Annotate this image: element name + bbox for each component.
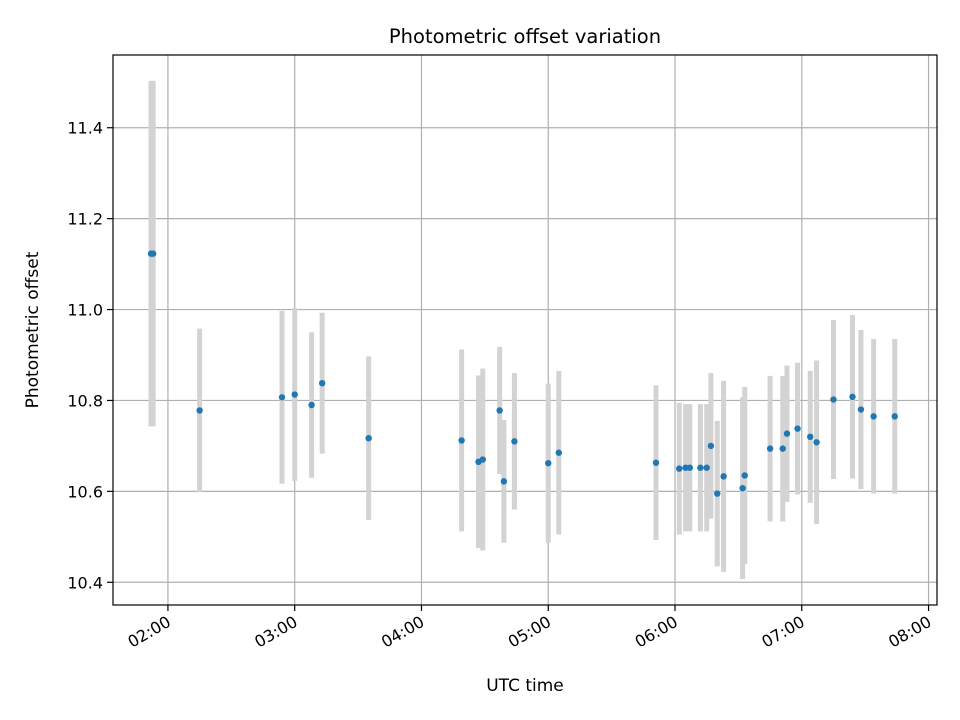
data-points [147,250,898,497]
data-point [555,449,563,456]
data-point [458,437,465,444]
data-point [697,464,704,471]
data-point [783,430,791,437]
y-tick-label: 10.4 [67,573,103,592]
data-point [545,459,552,467]
y-tick-label: 10.8 [67,391,103,410]
data-point [479,456,486,463]
chart-title: Photometric offset variation [389,25,661,48]
data-point [511,438,518,445]
data-point [794,425,801,432]
data-point [149,250,157,257]
data-point [807,433,814,441]
data-point [849,393,856,401]
data-point [857,406,865,413]
data-point [766,445,774,452]
y-axis-ticks: 10.4 10.6 10.8 11.0 11.2 11.4 [67,119,113,592]
data-point [813,439,820,446]
y-tick-label: 10.6 [67,482,103,501]
data-point [652,459,660,466]
y-tick-label: 11.4 [67,119,103,138]
data-point [308,401,315,409]
data-point [703,464,710,471]
data-point [707,442,715,450]
data-point [291,391,298,398]
data-point [870,413,877,420]
y-tick-label: 11.0 [67,301,103,320]
data-point [278,394,286,401]
x-axis-title: UTC time [486,676,564,696]
y-tick-label: 11.2 [67,210,103,229]
data-point [714,490,721,497]
data-point [720,473,727,480]
data-point [496,407,503,414]
data-point [830,396,837,403]
data-point [891,413,898,420]
data-point [318,379,326,387]
data-point [500,478,508,485]
data-point [739,484,746,492]
y-axis-title: Photometric offset [23,251,43,408]
data-point [779,445,786,452]
data-point [741,472,748,479]
data-point [676,465,683,472]
data-point [365,434,372,442]
plot-frame [112,54,938,606]
data-point [196,407,203,414]
data-point [686,464,693,471]
